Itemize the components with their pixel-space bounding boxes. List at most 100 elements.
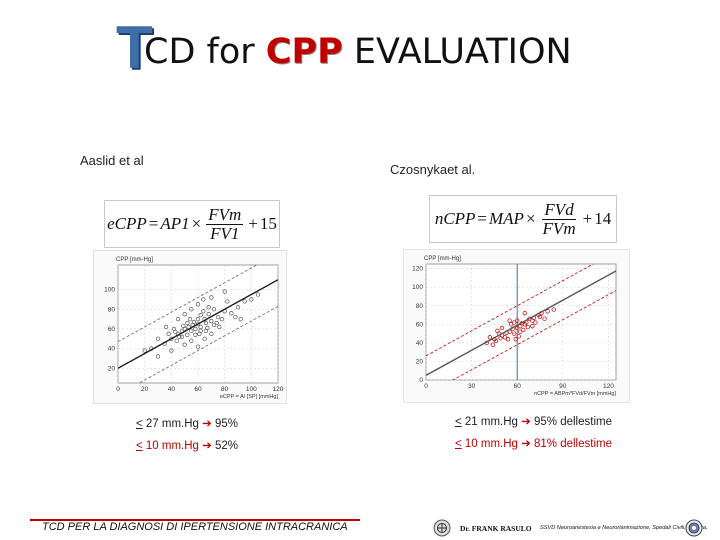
title-highlight: CPP (265, 32, 343, 72)
data-point (217, 324, 222, 330)
data-point (233, 314, 238, 320)
data-point (205, 325, 210, 331)
y-tick-label: 60 (416, 321, 424, 328)
regression-line (426, 270, 616, 376)
data-point (508, 322, 514, 327)
data-point (191, 319, 197, 325)
y-tick-label: 40 (108, 346, 116, 353)
data-point (229, 311, 234, 316)
title-text: CD for CPP EVALUATION (144, 32, 572, 72)
plot-content (426, 264, 616, 380)
data-point (195, 316, 201, 322)
data-point (507, 318, 512, 323)
right-stat-2: < 10 mm.Hg ➔ 81% dellestime (455, 438, 612, 450)
data-point (179, 334, 185, 339)
data-point (169, 348, 174, 353)
data-point (545, 309, 550, 314)
right-formula: nCPP = MAP × FVd FVm + 14 (429, 195, 617, 243)
lower-band-line (452, 290, 616, 380)
y-tick-label: 120 (412, 266, 423, 273)
data-point (189, 307, 194, 312)
data-point (206, 312, 211, 317)
data-point (209, 295, 214, 300)
footer-author: Dr. FRANK RASULO (460, 524, 532, 533)
x-tick-label: 30 (468, 383, 476, 390)
data-point (255, 292, 261, 297)
data-point (198, 313, 203, 318)
data-point (169, 336, 174, 341)
data-point (527, 316, 532, 321)
data-point (195, 321, 201, 327)
y-tick-label: 100 (104, 287, 115, 294)
data-point (209, 318, 214, 324)
y-axis-label: CPP [mm-Hg] (116, 257, 153, 263)
data-point (242, 299, 247, 304)
data-point (163, 324, 169, 330)
data-point (203, 320, 209, 326)
data-point (182, 342, 187, 347)
data-point (197, 331, 202, 336)
arrow-icon: ➔ (202, 440, 212, 452)
data-point (238, 316, 243, 322)
hospital-seal-icon (433, 519, 451, 537)
data-point (515, 325, 520, 331)
data-point (512, 331, 517, 336)
x-tick-label: 0 (116, 386, 120, 393)
data-point (525, 324, 530, 330)
y-axis-label: CPP [mm-Hg] (424, 256, 461, 262)
data-point (533, 320, 538, 325)
data-point (225, 299, 230, 304)
data-point (206, 305, 211, 310)
data-point (515, 318, 520, 323)
data-point (521, 327, 526, 333)
footer-divider (30, 519, 360, 521)
data-point (175, 316, 181, 322)
data-point (513, 337, 518, 342)
x-tick-label: 60 (514, 383, 522, 390)
data-point (522, 311, 527, 316)
x-tick-label: 20 (141, 386, 149, 393)
right-stat-1: < 21 mm.Hg ➔ 95% dellestime (455, 416, 612, 428)
data-point (499, 325, 505, 331)
data-point (530, 324, 535, 329)
data-point (201, 297, 206, 302)
x-tick-label: 120 (603, 383, 614, 390)
data-point (214, 320, 219, 326)
left-formula: eCPP = AP1 × FVm FV1 + 15 (104, 200, 280, 248)
y-tick-label: 20 (108, 365, 116, 372)
footer-caption: TCD PER LA DIAGNOSI DI IPERTENSIONE INTR… (42, 521, 348, 533)
x-axis-label: nCPP = ABPm*FVd/FVm [mmHg] (534, 391, 616, 397)
x-tick-label: 100 (246, 386, 257, 393)
data-point (493, 338, 499, 344)
data-point (542, 316, 547, 321)
data-point (211, 307, 217, 312)
left-scatter-plot: 0 20 40 60 80 100 120 20 40 60 80 100 CPP [mm-Hg] eCP… (93, 250, 287, 404)
data-point (174, 338, 179, 343)
y-tick-label: 40 (416, 340, 424, 347)
y-tick-label: 0 (419, 377, 423, 384)
arrow-icon: ➔ (521, 438, 531, 450)
lower-band-line (138, 305, 278, 383)
x-tick-label: 80 (221, 386, 229, 393)
university-seal-icon (685, 519, 703, 537)
y-tick-label: 100 (412, 284, 423, 291)
data-point (182, 312, 187, 317)
data-point (195, 302, 201, 307)
data-point (215, 314, 221, 320)
data-point (490, 342, 496, 347)
x-tick-label: 40 (168, 386, 176, 393)
data-point (219, 316, 225, 322)
data-point (502, 335, 508, 340)
data-point (235, 305, 241, 310)
data-point (189, 338, 194, 343)
data-point (487, 335, 492, 340)
left-stat-1: < 27 mm.Hg ➔ 95% (136, 418, 239, 430)
left-stat-2: < 10 mm.Hg ➔ 52% (136, 440, 239, 452)
y-tick-label: 80 (416, 303, 424, 310)
x-tick-label: 0 (424, 383, 428, 390)
left-author: Aaslid et al (80, 153, 144, 168)
data-point (512, 320, 517, 325)
footer-department: SSVD Neuroanestesia e Neurorianimazione,… (540, 525, 708, 531)
data-point (209, 331, 214, 336)
